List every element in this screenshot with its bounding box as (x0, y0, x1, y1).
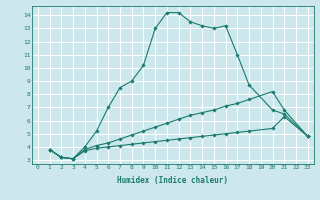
X-axis label: Humidex (Indice chaleur): Humidex (Indice chaleur) (117, 176, 228, 185)
